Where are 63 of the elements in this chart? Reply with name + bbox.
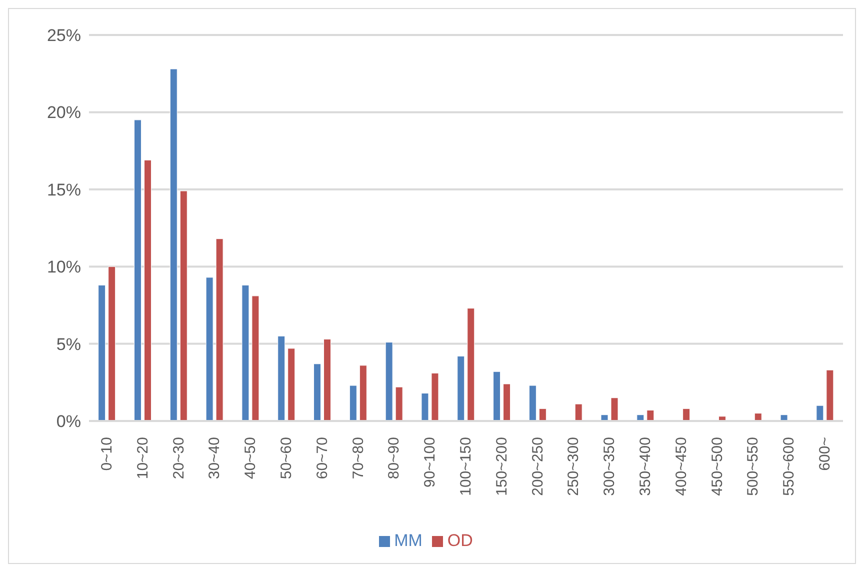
bar <box>314 364 322 421</box>
x-tick-label: 10~20 <box>134 437 152 480</box>
bar <box>252 296 260 421</box>
bar <box>349 385 357 421</box>
bar <box>538 408 546 421</box>
bar <box>288 348 296 421</box>
bar <box>206 277 214 421</box>
bar <box>646 410 654 421</box>
bar <box>467 308 475 421</box>
x-tick-label: 70~80 <box>350 437 367 480</box>
x-tick-label: 60~70 <box>314 437 331 480</box>
legend-label: MM <box>394 531 422 550</box>
bar <box>610 398 618 421</box>
bar <box>528 385 536 421</box>
bar <box>324 338 332 421</box>
bar <box>431 372 439 421</box>
x-tick-label: 550~600 <box>780 437 798 496</box>
y-tick-label: 10% <box>46 258 81 277</box>
bar <box>180 190 188 421</box>
x-tick-label: 30~40 <box>206 437 224 480</box>
x-tick-label: 250~300 <box>565 437 582 496</box>
bar <box>421 392 429 421</box>
x-tick-label: 350~400 <box>637 437 654 496</box>
bar <box>395 386 403 421</box>
bar <box>216 238 224 421</box>
x-tick-label: 450~500 <box>708 437 726 496</box>
x-tick-label: 100~150 <box>458 437 474 496</box>
bar <box>134 120 142 421</box>
legend-label: OD <box>447 531 473 550</box>
bar <box>503 384 511 421</box>
y-tick-label: 25% <box>46 26 81 46</box>
bar <box>359 365 367 421</box>
x-tick-label: 90~100 <box>422 437 439 488</box>
y-tick-label: 0% <box>56 412 81 432</box>
bar <box>98 284 106 421</box>
bar <box>574 404 582 421</box>
x-tick-label: 50~60 <box>278 437 295 480</box>
bar <box>600 414 608 421</box>
bar <box>170 68 178 421</box>
bar <box>780 414 788 421</box>
x-tick-label: 500~550 <box>744 437 762 496</box>
x-tick-label: 600~ <box>816 436 834 471</box>
y-tick-label: 20% <box>46 103 81 122</box>
x-tick-label: 80~90 <box>386 437 403 480</box>
bar <box>144 160 152 421</box>
bar <box>242 284 250 421</box>
bar <box>457 356 465 421</box>
x-tick-label: 150~200 <box>493 437 510 496</box>
bar <box>816 405 824 421</box>
x-tick-label: 40~50 <box>242 437 260 480</box>
x-tick-label: 20~30 <box>170 437 188 480</box>
bar <box>385 342 393 421</box>
x-tick-label: 300~350 <box>601 437 618 496</box>
x-tick-label: 0~10 <box>98 437 116 471</box>
x-tick-label: 200~250 <box>529 437 546 496</box>
bar <box>278 336 286 421</box>
bar <box>108 266 116 421</box>
y-tick-label: 15% <box>46 180 81 200</box>
x-tick-label: 400~450 <box>672 437 690 496</box>
bar <box>826 370 834 421</box>
y-tick-label: 5% <box>56 334 81 354</box>
bar <box>493 371 501 421</box>
bar <box>682 408 690 421</box>
